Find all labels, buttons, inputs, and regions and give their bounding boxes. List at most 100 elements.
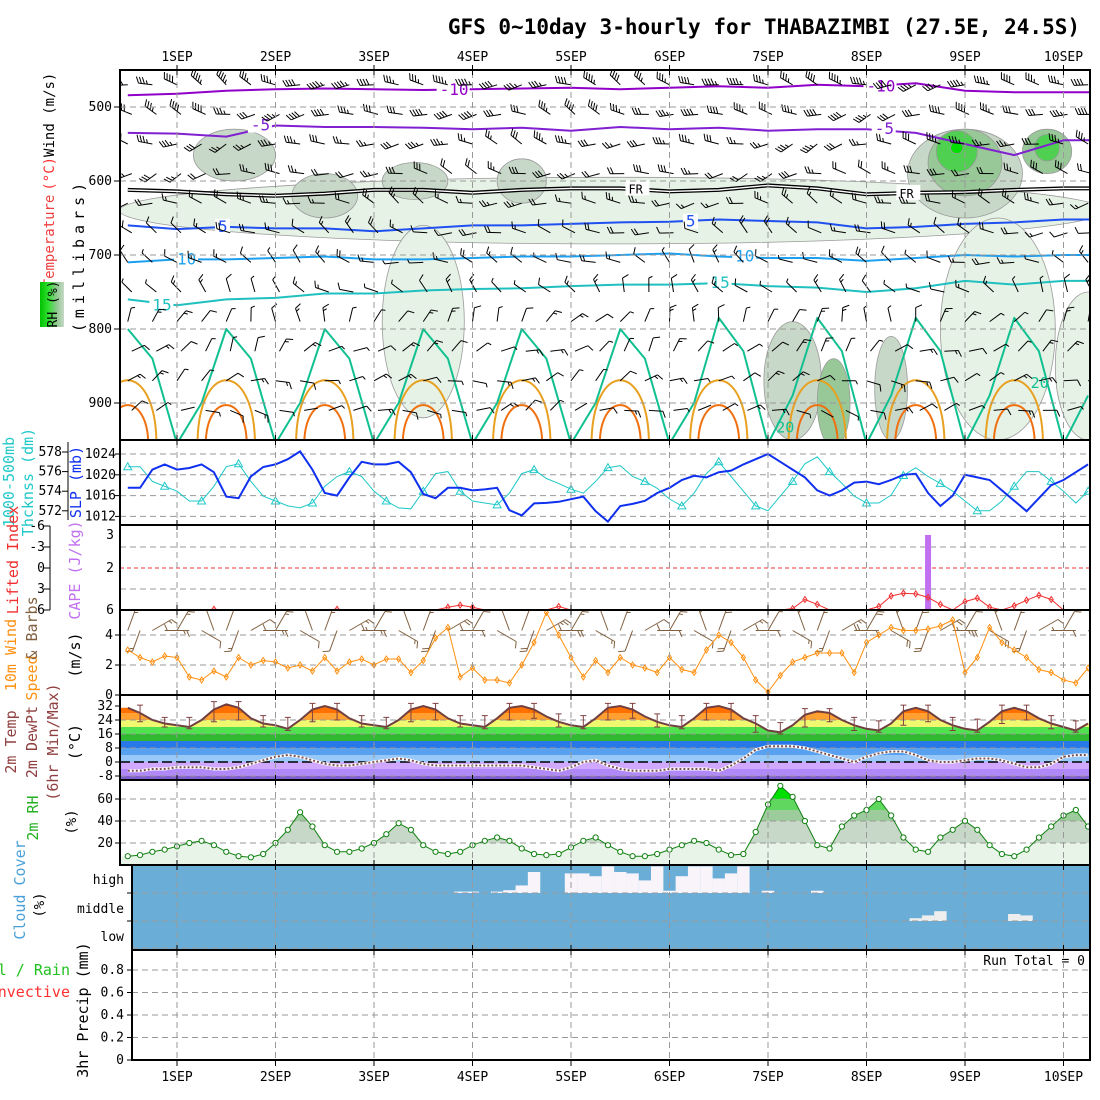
barb-feather (974, 630, 978, 638)
barb-feather (526, 307, 534, 309)
li-marker (937, 600, 943, 609)
barb-feather (910, 222, 912, 227)
wind-barb (261, 143, 276, 147)
wind-barb (709, 173, 723, 180)
temp-band (120, 776, 1090, 780)
barb-feather (419, 274, 424, 281)
rh-marker (888, 812, 895, 819)
barb-feather (1077, 108, 1082, 115)
wind-barb (550, 399, 561, 411)
wind-barb (1017, 340, 1029, 352)
rh-marker (555, 850, 562, 858)
barb-feather (609, 226, 614, 234)
temp-label: 2m Temp (2, 710, 20, 773)
isotherm-label: 20 (1031, 374, 1049, 392)
wind-barb (141, 252, 153, 263)
wind-barb (904, 253, 917, 263)
precip-frame (131, 949, 1091, 1061)
barb-feather (835, 111, 842, 118)
barb-feather (731, 375, 736, 380)
wind-barb (476, 407, 491, 411)
barb-feather (506, 83, 512, 90)
wind-barb (644, 374, 658, 382)
wind-barb (145, 282, 157, 293)
isotherm-25 (689, 379, 749, 440)
barb-feather (812, 108, 817, 116)
barb-feather (712, 244, 718, 251)
barb-feather (439, 111, 445, 118)
wind-barb (286, 84, 301, 87)
barb-feather (559, 172, 566, 179)
barb-feather (166, 176, 173, 181)
wind-barb (279, 338, 287, 352)
barb-feather (536, 131, 538, 139)
temp-band (120, 727, 1090, 734)
wind-barb (1063, 379, 1078, 382)
wind-barb (648, 409, 663, 412)
wind-barb (193, 224, 206, 234)
wind-barb (895, 407, 909, 411)
barb-feather (242, 111, 248, 118)
wind-barb (609, 74, 621, 86)
barb-feather (632, 139, 638, 147)
thickness-marker (122, 461, 133, 471)
barb-feather (813, 274, 819, 281)
barb-feather (1007, 194, 1009, 199)
wind-barb (606, 198, 621, 204)
barb-feather (409, 109, 414, 117)
wind-barb (829, 195, 843, 204)
barb-feather (452, 307, 460, 309)
day-label-top: 2SEP (260, 50, 291, 65)
label-bg (625, 180, 650, 196)
barb-feather (615, 104, 618, 112)
barb-feather (937, 106, 940, 114)
barb-feather (486, 110, 491, 117)
wind-barb (536, 173, 551, 179)
barb-feather (392, 106, 396, 114)
temp-units-label: (°C) (66, 724, 84, 760)
barb-feather (510, 403, 514, 407)
barb-feather (581, 191, 583, 199)
wind-barb (606, 257, 621, 263)
cloud-bar-high (761, 890, 775, 893)
barb-feather (655, 137, 659, 144)
barb-feather (169, 98, 173, 106)
rh-legend-swatch (40, 282, 64, 327)
wind-barb (599, 340, 610, 352)
barb-feather (142, 135, 145, 143)
barb-feather (592, 102, 596, 110)
wind-barb (919, 348, 934, 352)
barb-feather (678, 630, 683, 638)
wind-barb (144, 105, 157, 115)
wind-barb (500, 402, 514, 411)
barb-feather (213, 189, 216, 197)
barb-feather (733, 245, 738, 253)
barb-feather (310, 169, 316, 176)
cloud-bar-high (527, 872, 541, 893)
barb-feather (288, 79, 293, 86)
wind-barb (680, 140, 695, 145)
wind-barb (1014, 373, 1027, 382)
precip-tick-label: 0.8 (101, 963, 124, 978)
barb-feather (707, 172, 713, 178)
wind-barb (538, 106, 551, 115)
wind-barb (1013, 311, 1026, 322)
barb-feather (897, 86, 904, 92)
wind-barb (585, 228, 600, 234)
rh-band (120, 810, 1090, 821)
barb-feather (532, 378, 536, 382)
barb-feather (535, 377, 540, 384)
barb-feather (857, 224, 861, 232)
wind-barb (595, 313, 608, 323)
wind-speed-marker (186, 673, 192, 681)
barb-feather (633, 164, 636, 172)
barb-feather (134, 199, 139, 206)
wind-barb (304, 610, 313, 631)
barb-feather (199, 278, 204, 283)
wind-barb (780, 77, 793, 86)
wind-barb (890, 630, 911, 642)
cloud-bar-high (737, 866, 750, 893)
barb-feather (165, 345, 170, 349)
wind-barb (501, 610, 510, 631)
wind-speed-marker (1036, 665, 1042, 674)
